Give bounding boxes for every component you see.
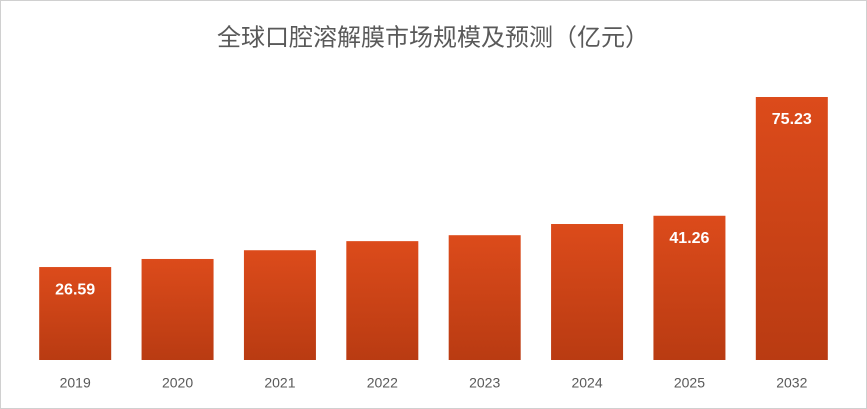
x-tick-label: 2025 bbox=[674, 375, 705, 391]
bar bbox=[551, 224, 624, 360]
chart-title: 全球口腔溶解膜市场规模及预测（亿元） bbox=[217, 24, 649, 51]
bar bbox=[243, 250, 316, 360]
x-tick-label: 2022 bbox=[367, 375, 398, 391]
x-tick-label: 2020 bbox=[162, 375, 193, 391]
bar bbox=[39, 267, 112, 360]
bar bbox=[141, 258, 214, 360]
bar bbox=[653, 215, 726, 360]
x-tick-label: 2019 bbox=[60, 375, 91, 391]
x-tick-label: 2023 bbox=[469, 375, 500, 391]
x-tick-label: 2021 bbox=[264, 375, 295, 391]
bar bbox=[346, 241, 419, 360]
data-label: 26.59 bbox=[55, 281, 95, 298]
data-label: 75.23 bbox=[772, 111, 812, 128]
bar bbox=[755, 97, 828, 360]
x-tick-label: 2032 bbox=[776, 375, 807, 391]
x-tick-label: 2024 bbox=[571, 375, 602, 391]
data-label: 41.26 bbox=[669, 230, 709, 247]
bar bbox=[448, 235, 521, 360]
